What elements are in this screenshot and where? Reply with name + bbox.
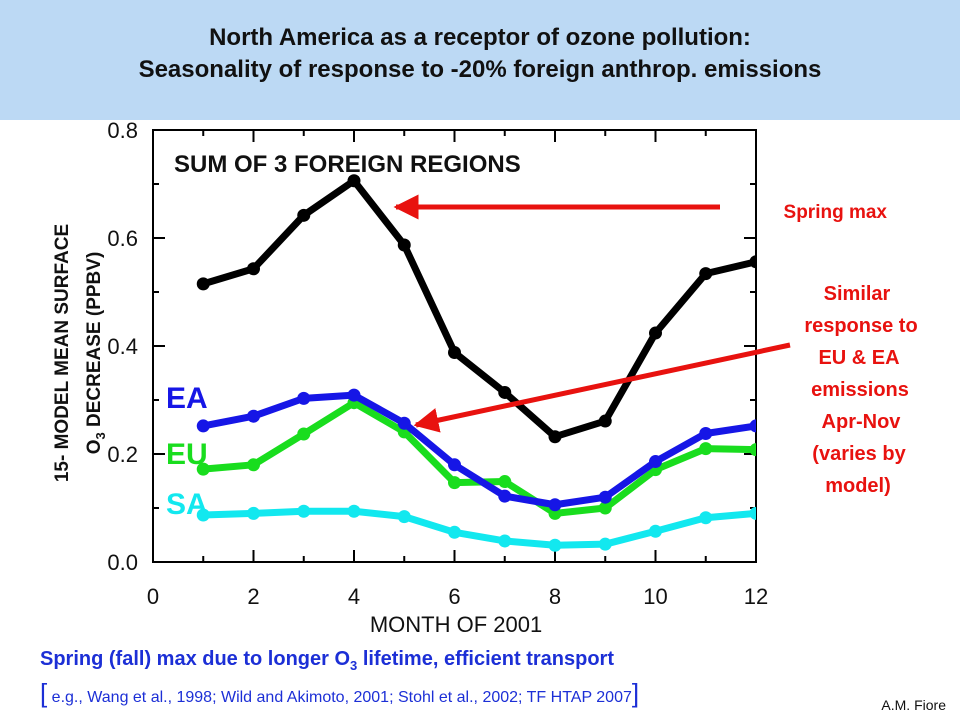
x-tick-label: 8	[549, 584, 561, 609]
data-point-ea	[548, 498, 562, 512]
data-point-sa	[548, 538, 562, 552]
y-tick-label: 0.8	[107, 118, 138, 143]
similar-response-line-4: emissions	[811, 379, 909, 401]
data-point-ea	[749, 419, 756, 433]
data-point-sa	[749, 506, 756, 520]
slide-title-line-2: Seasonality of response to -20% foreign …	[138, 56, 822, 83]
y-tick-label: 0.0	[107, 550, 138, 575]
x-tick-label: 2	[247, 584, 259, 609]
citation-note: [ e.g., Wang et al., 1998; Wild and Akim…	[40, 678, 640, 708]
data-point-ea	[448, 458, 461, 472]
data-point-sum	[699, 267, 713, 281]
data-point-ea	[347, 388, 361, 402]
data-point-sum	[347, 174, 361, 188]
x-tick-label: 6	[448, 584, 460, 609]
similar-response-line-7: model)	[825, 475, 891, 497]
data-point-ea	[699, 426, 713, 440]
similar-response-line-1: Similar	[824, 283, 891, 305]
data-point-eu	[448, 476, 461, 490]
slide-title-line-1: North America as a receptor of ozone pol…	[209, 24, 751, 51]
title-banner: North America as a receptor of ozone pol…	[0, 0, 960, 120]
data-point-sa	[649, 524, 662, 538]
data-point-eu	[297, 427, 311, 441]
explanation-note: Spring (fall) max due to longer O3 lifet…	[40, 648, 614, 673]
x-tick-label: 12	[744, 584, 768, 609]
series-layer	[196, 174, 756, 552]
data-point-ea	[598, 490, 612, 504]
y-tick-label: 0.6	[107, 226, 138, 251]
series-line-eu	[202, 399, 756, 517]
data-point-eu	[699, 442, 713, 456]
y-axis-tick-labels: 0.0 0.2 0.4 0.6 0.8	[107, 118, 138, 575]
y-axis-label: 15- MODEL MEAN SURFACE O3 DECREASE (PPBV…	[52, 224, 108, 482]
y-axis-label-line-1: 15- MODEL MEAN SURFACE	[52, 224, 73, 482]
data-point-sum	[297, 208, 311, 222]
data-point-ea	[247, 409, 260, 423]
data-point-sa	[247, 506, 260, 520]
x-axis-tick-labels: 0 2 4 6 8 10 12	[147, 584, 768, 609]
data-point-eu	[498, 475, 512, 489]
author-credit: A.M. Fiore	[881, 697, 946, 713]
legend-label-eu: EU	[166, 438, 208, 471]
data-point-sa	[397, 510, 411, 524]
series-sa	[196, 504, 756, 552]
spring-max-annotation: Spring max	[784, 202, 888, 223]
series-line-sum	[202, 177, 756, 441]
data-point-sa	[448, 525, 461, 539]
data-point-sa	[297, 504, 311, 518]
y-axis-label-line-2: O3 DECREASE (PPBV)	[84, 252, 108, 455]
similar-response-line-3: EU & EA	[818, 347, 899, 369]
series-eu	[196, 396, 756, 520]
similar-response-line-2: response to	[804, 315, 917, 337]
x-tick-label: 4	[348, 584, 360, 609]
x-axis-label: MONTH OF 2001	[370, 612, 542, 637]
x-axis-ticks	[152, 130, 757, 562]
data-point-eu	[247, 458, 260, 472]
series-line-ea	[202, 391, 756, 509]
chart-title: SUM OF 3 FOREIGN REGIONS	[174, 151, 521, 178]
data-point-sa	[598, 537, 612, 551]
series-ea	[196, 388, 756, 512]
x-tick-label: 0	[147, 584, 159, 609]
data-point-sum	[649, 326, 662, 340]
data-point-sa	[699, 511, 713, 525]
data-point-sa	[498, 534, 512, 548]
data-point-ea	[397, 416, 411, 430]
similar-response-line-6: (varies by	[812, 443, 906, 465]
data-point-sa	[347, 504, 361, 518]
data-point-sum	[196, 277, 210, 291]
data-point-sum	[598, 414, 612, 428]
data-point-sum	[548, 430, 562, 444]
data-point-sum	[749, 255, 756, 269]
data-point-sum	[498, 385, 512, 399]
data-point-eu	[196, 462, 210, 476]
data-point-sum	[397, 238, 411, 252]
similar-response-annotation: Similar response to EU & EA emissions Ap…	[804, 283, 917, 497]
legend-label-sa: SA	[166, 488, 208, 521]
data-point-sum	[448, 345, 461, 359]
ozone-line-chart: 0 2 4 6 8 10 12 0.00.20.40.60.8 MONTH OF 2001 …	[52, 118, 918, 637]
series-sum	[196, 174, 756, 444]
data-point-ea	[196, 419, 210, 433]
data-point-ea	[297, 391, 311, 405]
series-line-sa	[203, 507, 756, 549]
data-point-ea	[498, 489, 512, 503]
data-point-eu	[749, 443, 756, 457]
y-axis-ticks	[153, 129, 756, 563]
data-point-eu	[598, 501, 612, 515]
similar-response-arrow	[413, 342, 791, 433]
y-tick-label: 0.2	[107, 442, 138, 467]
legend-label-ea: EA	[166, 382, 208, 415]
data-point-sum	[247, 262, 260, 276]
y-tick-label: 0.4	[107, 334, 138, 359]
x-tick-label: 10	[643, 584, 667, 609]
similar-response-line-5: Apr-Nov	[822, 411, 902, 433]
data-point-ea	[649, 455, 662, 469]
data-point-sa	[196, 508, 210, 522]
